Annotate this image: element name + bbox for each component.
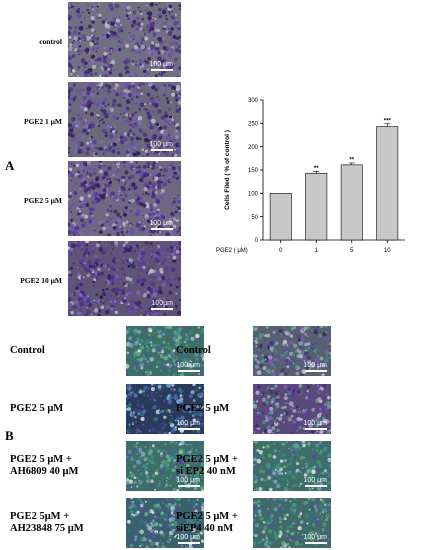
x-tick-label: 1 xyxy=(315,248,319,254)
chart-svg: Cells Filed ( % of control )050100150200… xyxy=(216,98,405,254)
micrograph-b-left-1: 100 μm xyxy=(126,326,204,376)
micrograph-b-left-label: PGE2 5 μM xyxy=(10,403,64,414)
micrograph-b-right-1: 100 μm xyxy=(253,326,331,376)
micrograph-a-label: control xyxy=(39,37,62,46)
y-tick-label: 250 xyxy=(248,122,259,128)
micrograph-b-right-label: PGE2 5 μM + si EP2 40 nM xyxy=(176,454,238,477)
micrograph-b-left-label: PGE2 5 μM + AH6809 40 μM xyxy=(10,454,79,477)
bar-0 xyxy=(269,193,292,241)
panel-b-letter: B xyxy=(5,428,14,443)
scale-bar-label: 100 μm xyxy=(303,420,328,427)
y-tick-label: 50 xyxy=(251,215,258,221)
scale-bar-label: 100 μm xyxy=(176,420,201,427)
panel-a-letter: A xyxy=(5,158,15,173)
scale-bar xyxy=(151,69,173,71)
scale-bar-label: 100μm xyxy=(151,300,173,307)
micrograph-a-label: PGE2 10 μM xyxy=(20,276,62,285)
scale-bar-label: 100 μm xyxy=(303,477,328,484)
scale-bar xyxy=(151,149,173,151)
scale-bar-label: 100 μm xyxy=(176,477,201,484)
micrograph-a-label: PGE2 1 μM xyxy=(24,117,62,126)
y-axis-label: Cells Filed ( % of control ) xyxy=(224,130,231,210)
x-axis-prefix-label: PGE2 ( μM) xyxy=(216,248,248,254)
significance-mark: ** xyxy=(314,166,319,172)
scale-bar xyxy=(305,428,327,430)
cell-migration-bar-chart: Cells Filed ( % of control ) 0 50 100 150 200… xyxy=(215,90,410,280)
micrograph-b-right-label: PGE2 5 μM + siEP4 40 nM xyxy=(176,511,238,534)
micrograph-a-2: 100 μm xyxy=(68,82,181,157)
micrograph-b-right-2: 100 μm xyxy=(253,384,331,434)
bar-1 xyxy=(305,172,328,241)
micrograph-b-right-label: PGE2 5 μM xyxy=(176,403,230,414)
micrograph-b-right-4: 100 μm xyxy=(253,498,331,548)
scale-bar xyxy=(305,485,327,487)
micrograph-b-left-label: PGE2 5μM + AH23848 75 μM xyxy=(10,511,84,534)
scale-bar xyxy=(178,370,200,372)
micrograph-a-3: 100 μm xyxy=(68,161,181,236)
scale-bar xyxy=(178,542,200,544)
micrograph-b-left-4: 100 μm xyxy=(126,498,204,548)
x-tick-label: 10 xyxy=(384,248,391,254)
y-tick-label: 150 xyxy=(248,168,259,174)
scale-bar xyxy=(151,228,173,230)
micrograph-a-1: 100 μm xyxy=(68,2,181,77)
micrograph-b-right-3: 100 μm xyxy=(253,441,331,491)
scale-bar xyxy=(151,308,173,310)
scale-bar xyxy=(305,370,327,372)
significance-mark: ** xyxy=(349,158,354,164)
scale-bar-label: 100 μm xyxy=(149,141,174,148)
micrograph-a-4: 100μm xyxy=(68,241,181,316)
scale-bar-label: 100 μm xyxy=(149,61,174,68)
micrograph-b-left-3: 100 μm xyxy=(126,441,204,491)
y-tick-label: 0 xyxy=(255,238,259,244)
scale-bar-label: 100 μm xyxy=(176,534,201,541)
scale-bar xyxy=(178,428,200,430)
micrograph-b-left-2: 100 μm xyxy=(126,384,204,434)
scale-bar-label: 100 μm xyxy=(176,362,201,369)
micrograph-b-left-label: Control xyxy=(10,345,45,356)
scale-bar xyxy=(178,485,200,487)
scale-bar-label: 100 μm xyxy=(149,220,174,227)
scale-bar-label: 100 μm xyxy=(303,534,328,541)
scale-bar-label: 100 μm xyxy=(303,362,328,369)
y-tick-label: 300 xyxy=(248,98,259,104)
micrograph-a-label: PGE2 5 μM xyxy=(24,196,62,205)
micrograph-b-right-label: Control xyxy=(176,345,211,356)
y-tick-label: 200 xyxy=(248,145,259,151)
significance-mark: *** xyxy=(384,118,392,124)
bar-5 xyxy=(340,164,363,241)
x-tick-label: 0 xyxy=(279,248,283,254)
scale-bar xyxy=(305,542,327,544)
y-tick-label: 100 xyxy=(248,192,259,198)
x-tick-label: 5 xyxy=(350,248,354,254)
bar-10 xyxy=(376,126,399,241)
